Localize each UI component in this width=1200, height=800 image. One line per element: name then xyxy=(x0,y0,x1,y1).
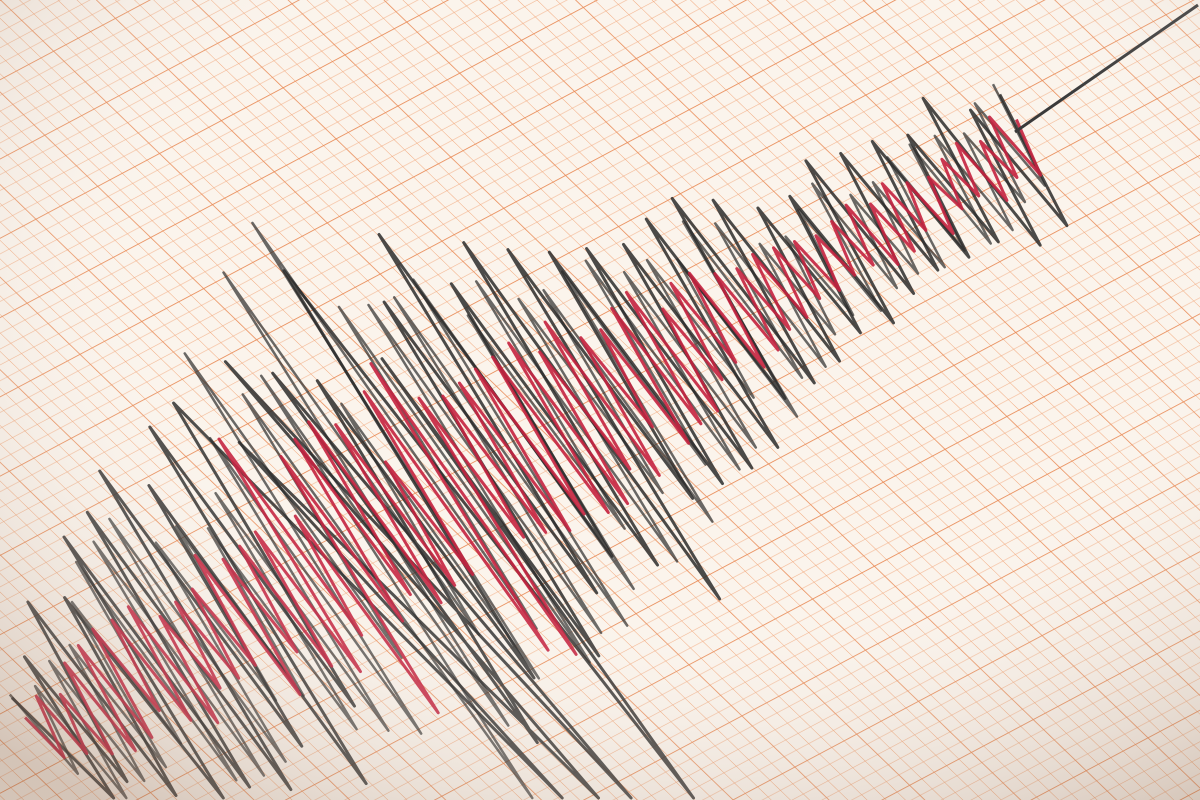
seismograph-photo xyxy=(0,0,1200,800)
vignette xyxy=(0,0,1200,800)
